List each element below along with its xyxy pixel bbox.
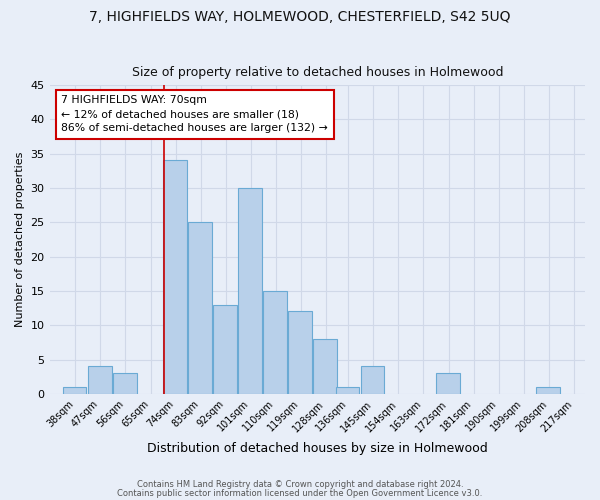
Bar (436, 374, 460, 394)
Bar (536, 387, 560, 394)
X-axis label: Distribution of detached houses by size in Holmewood: Distribution of detached houses by size … (147, 442, 488, 455)
Text: Contains public sector information licensed under the Open Government Licence v3: Contains public sector information licen… (118, 488, 482, 498)
Title: Size of property relative to detached houses in Holmewood: Size of property relative to detached ho… (132, 66, 503, 80)
Bar (113, 374, 137, 394)
Bar (188, 222, 212, 394)
Bar (238, 188, 262, 394)
Bar (289, 312, 312, 394)
Text: 7, HIGHFIELDS WAY, HOLMEWOOD, CHESTERFIELD, S42 5UQ: 7, HIGHFIELDS WAY, HOLMEWOOD, CHESTERFIE… (89, 10, 511, 24)
Bar (88, 366, 112, 394)
Bar (361, 366, 385, 394)
Bar (213, 304, 237, 394)
Bar (313, 339, 337, 394)
Bar (163, 160, 187, 394)
Bar (63, 387, 86, 394)
Bar (336, 387, 359, 394)
Text: 7 HIGHFIELDS WAY: 70sqm
← 12% of detached houses are smaller (18)
86% of semi-de: 7 HIGHFIELDS WAY: 70sqm ← 12% of detache… (61, 95, 328, 133)
Y-axis label: Number of detached properties: Number of detached properties (15, 152, 25, 327)
Bar (263, 291, 287, 394)
Text: Contains HM Land Registry data © Crown copyright and database right 2024.: Contains HM Land Registry data © Crown c… (137, 480, 463, 489)
